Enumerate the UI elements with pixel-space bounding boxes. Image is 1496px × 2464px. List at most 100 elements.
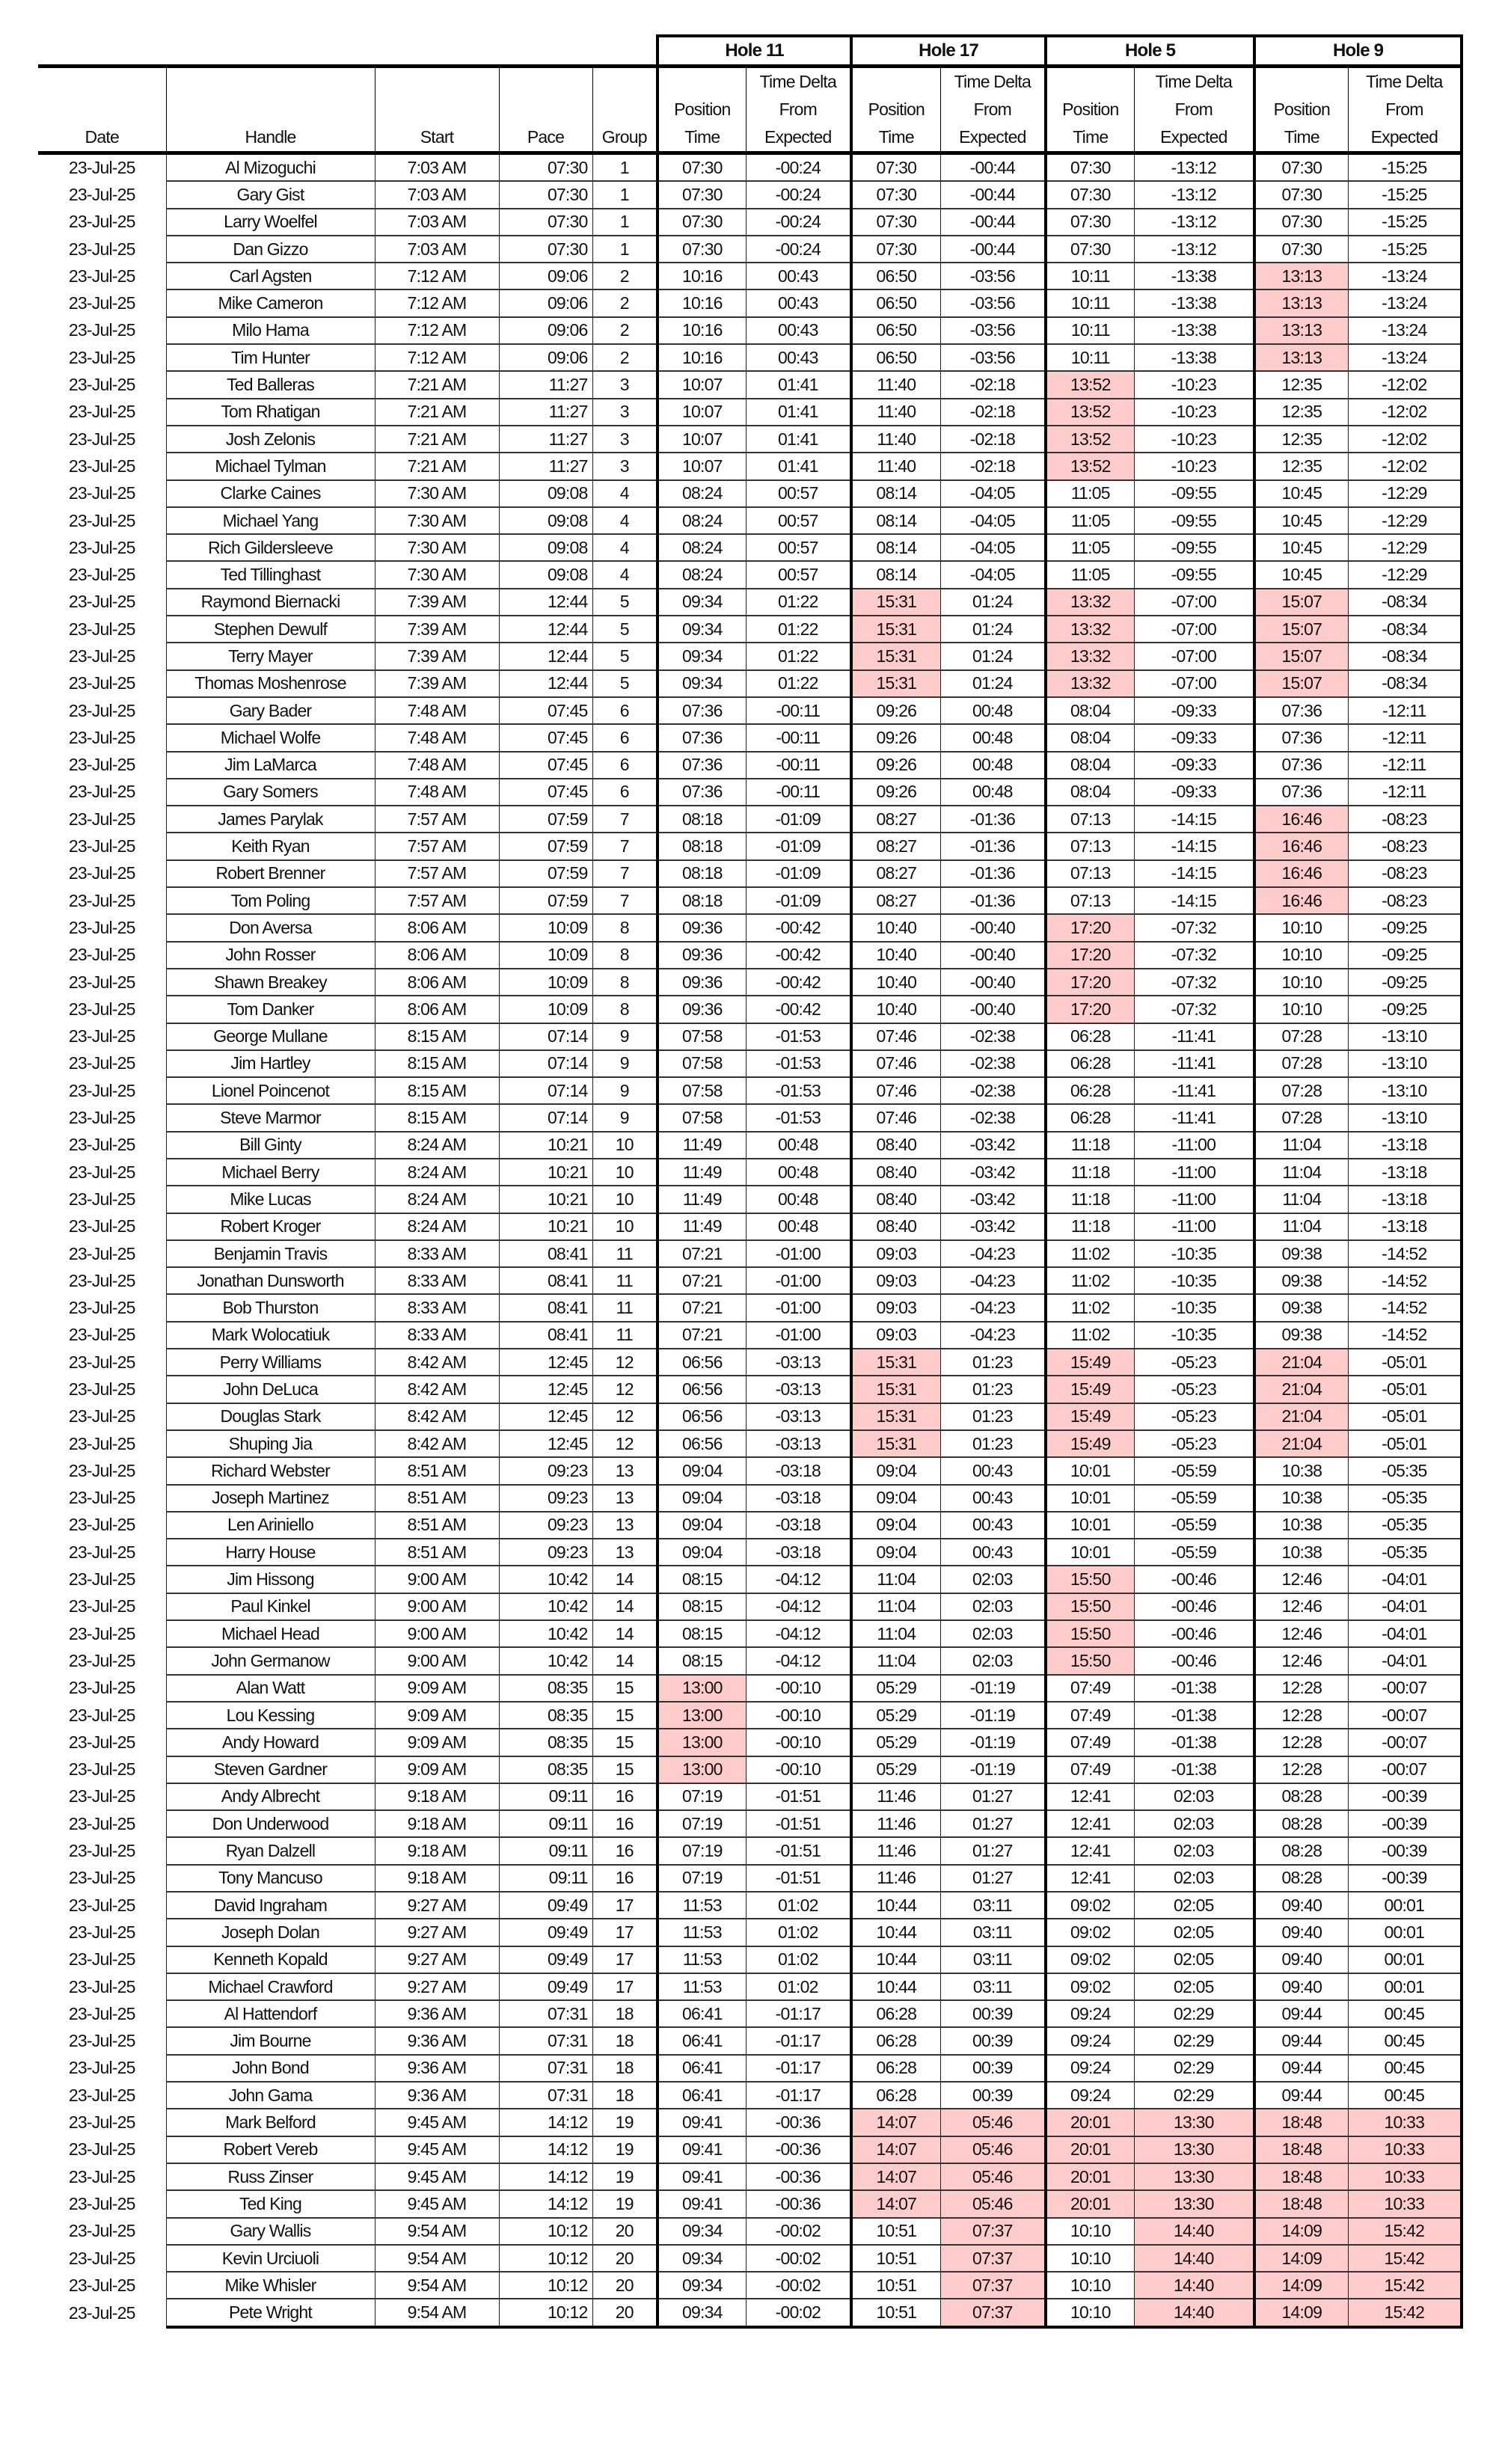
start-cell: 7:21 AM <box>374 370 500 399</box>
date-cell: 23-Jul-25 <box>38 1756 167 1783</box>
time-delta-cell: -10:35 <box>1133 1239 1255 1269</box>
start-cell: 8:06 AM <box>374 913 500 943</box>
time-delta-cell: 00:57 <box>745 533 852 563</box>
pace-cell: 09:49 <box>498 1973 593 2002</box>
time-delta-cell: -15:25 <box>1347 153 1464 183</box>
date-cell: 23-Jul-25 <box>38 1593 167 1621</box>
time-delta-cell: -00:10 <box>745 1728 852 1757</box>
position-time-cell: 09:24 <box>1044 2054 1135 2083</box>
position-time-cell: 11:02 <box>1044 1293 1135 1323</box>
time-delta-cell: -01:53 <box>745 1076 852 1106</box>
position-time-cell: 07:46 <box>850 1022 941 1051</box>
handle-cell: Len Ariniello <box>165 1511 375 1540</box>
group-cell: 19 <box>592 2108 658 2137</box>
time-delta-cell: 02:03 <box>1133 1809 1255 1839</box>
pace-cell: 10:21 <box>498 1131 593 1159</box>
start-cell: 7:39 AM <box>374 615 500 644</box>
time-delta-cell: -00:07 <box>1347 1701 1464 1730</box>
position-time-cell: 08:27 <box>850 859 941 889</box>
handle-cell: Milo Hama <box>165 316 375 346</box>
date-cell: 23-Jul-25 <box>38 833 167 860</box>
time-delta-cell: -01:53 <box>745 1103 852 1133</box>
group-cell: 4 <box>592 533 658 563</box>
position-time-cell: 15:31 <box>850 588 941 617</box>
handle-cell: Gary Somers <box>165 778 375 807</box>
group-cell: 18 <box>592 2026 658 2056</box>
position-time-cell: 10:16 <box>656 262 747 291</box>
time-delta-cell: 02:03 <box>939 1619 1046 1649</box>
position-time-cell: 11:46 <box>850 1864 941 1893</box>
start-cell: 9:45 AM <box>374 2189 500 2219</box>
position-time-cell: 07:19 <box>656 1783 747 1812</box>
position-time-cell: 07:58 <box>656 1076 747 1106</box>
time-delta-cell: -04:01 <box>1347 1646 1464 1676</box>
position-time-cell: 17:20 <box>1044 968 1135 997</box>
handle-cell: Jim Bourne <box>165 2026 375 2056</box>
col-position-time: Position Time <box>850 64 941 155</box>
position-time-cell: 09:36 <box>656 913 747 943</box>
table-row: 23-Jul-25 Ted Balleras 7:21 AM 11:27 3 10:07 0… <box>38 370 1464 399</box>
group-cell: 15 <box>592 1701 658 1730</box>
position-time-cell: 14:07 <box>850 2136 941 2164</box>
table-row: 23-Jul-25 Gary Wallis 9:54 AM 10:12 20 09:34-… <box>38 2217 1464 2246</box>
start-cell: 9:09 AM <box>374 1756 500 1784</box>
date-cell: 23-Jul-25 <box>38 669 167 697</box>
time-delta-cell: -01:00 <box>745 1239 852 1269</box>
table-row: 23-Jul-25 Jim LaMarca 7:48 AM 07:45 6 07:36 -0… <box>38 751 1464 779</box>
position-time-cell: 15:50 <box>1044 1646 1135 1676</box>
time-delta-cell: 13:30 <box>1133 2163 1255 2192</box>
start-cell: 7:48 AM <box>374 723 500 753</box>
pace-cell: 12:44 <box>498 642 593 671</box>
position-time-cell: 10:40 <box>850 995 941 1024</box>
time-delta-cell: 01:02 <box>745 1891 852 1920</box>
position-time-cell: 05:29 <box>850 1674 941 1703</box>
date-cell: 23-Jul-25 <box>38 425 167 453</box>
time-delta-cell: -12:29 <box>1347 479 1464 508</box>
position-time-cell: 06:56 <box>656 1375 747 1404</box>
handle-cell: Al Mizoguchi <box>165 153 375 183</box>
position-time-cell: 13:52 <box>1044 425 1135 454</box>
group-cell: 18 <box>592 2081 658 2110</box>
start-cell: 8:15 AM <box>374 1022 500 1051</box>
group-cell: 6 <box>592 696 658 726</box>
position-time-cell: 09:24 <box>1044 2081 1135 2110</box>
pace-cell: 07:30 <box>498 208 593 236</box>
time-delta-cell: -12:11 <box>1347 778 1464 807</box>
handle-cell: Carl Agsten <box>165 262 375 291</box>
position-time-cell: 09:04 <box>656 1484 747 1513</box>
date-cell: 23-Jul-25 <box>38 316 167 345</box>
start-cell: 8:24 AM <box>374 1213 500 1241</box>
handle-cell: Andy Howard <box>165 1728 375 1757</box>
start-cell: 9:00 AM <box>374 1646 500 1676</box>
table-row: 23-Jul-25 Michael Crawford 9:27 AM 09:49 17 1… <box>38 1973 1464 2002</box>
table-row: 23-Jul-25 Joseph Martinez 8:51 AM 09:23 13 09… <box>38 1484 1464 1513</box>
position-time-cell: 08:18 <box>656 859 747 889</box>
hole-header: Hole 5 <box>1044 34 1257 67</box>
date-cell: 23-Jul-25 <box>38 1321 167 1349</box>
date-cell: 23-Jul-25 <box>38 2163 167 2191</box>
handle-cell: Shuping Jia <box>165 1429 375 1459</box>
time-delta-cell: -08:34 <box>1347 615 1464 644</box>
position-time-cell: 08:24 <box>656 479 747 508</box>
time-delta-cell: -00:42 <box>745 995 852 1024</box>
position-time-cell: 08:40 <box>850 1158 941 1187</box>
handle-cell: Josh Zelonis <box>165 425 375 454</box>
group-cell: 6 <box>592 723 658 753</box>
group-cell: 13 <box>592 1538 658 1567</box>
date-cell: 23-Jul-25 <box>38 859 167 888</box>
position-time-cell: 09:04 <box>850 1484 941 1513</box>
group-cell: 20 <box>592 2298 658 2329</box>
time-delta-cell: 02:03 <box>939 1593 1046 1622</box>
position-time-cell: 09:41 <box>656 2163 747 2192</box>
date-cell: 23-Jul-25 <box>38 1674 167 1702</box>
pace-cell: 09:08 <box>498 506 593 536</box>
table-row: 23-Jul-25 Richard Webster 8:51 AM 09:23 13 09… <box>38 1456 1464 1486</box>
position-time-cell: 10:01 <box>1044 1511 1135 1540</box>
date-cell: 23-Jul-25 <box>38 1783 167 1811</box>
position-time-cell: 08:04 <box>1044 751 1135 779</box>
time-delta-cell: -12:29 <box>1347 506 1464 536</box>
time-delta-cell: -02:38 <box>939 1022 1046 1051</box>
position-time-cell: 07:13 <box>1044 832 1135 861</box>
pace-cell: 07:31 <box>498 1999 593 2029</box>
table-row: 23-Jul-25 Pete Wright 9:54 AM 10:12 20 09:34-… <box>38 2298 1464 2329</box>
